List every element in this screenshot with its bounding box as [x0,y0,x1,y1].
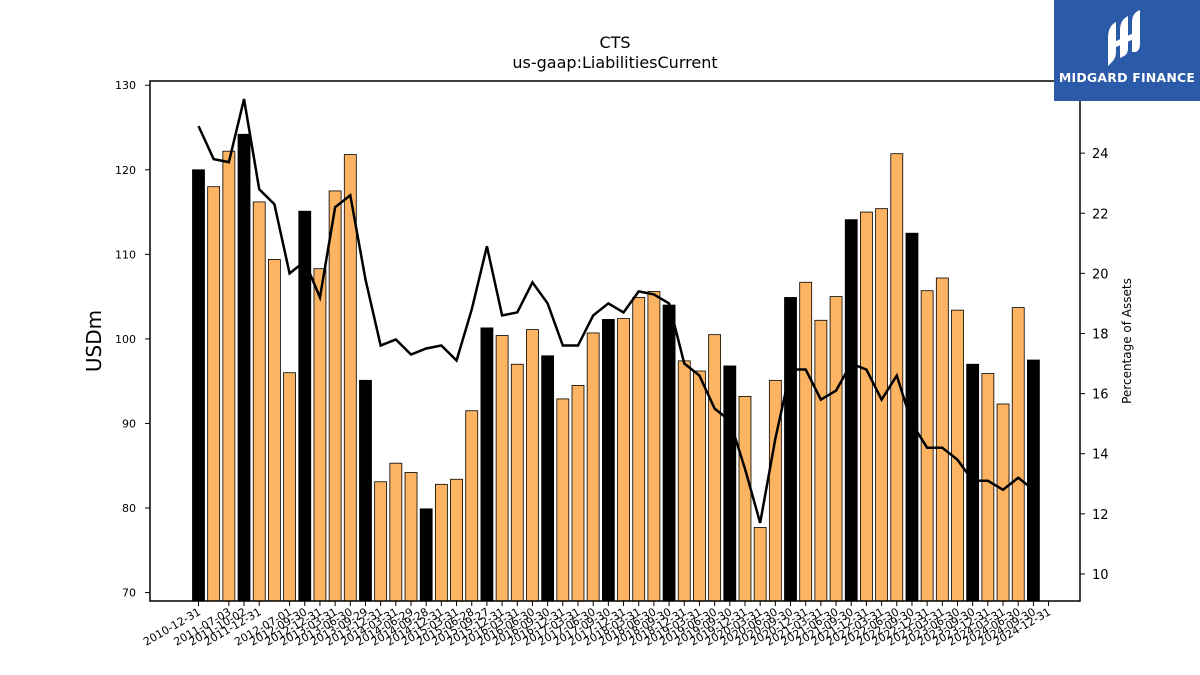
bar-2012-07-01 [283,372,296,602]
chart-title: CTS [599,33,630,52]
y-tick-label: 120 [115,164,136,177]
bar-2014-12-31 [434,483,448,602]
bar-2011-12-31 [252,201,266,602]
bar-2016-09-30 [541,355,555,602]
bar-2019-06-30 [708,334,722,602]
bar-2024-03-31 [996,403,1010,602]
bar-2015-12-31 [495,335,509,602]
bar-2014-06-29 [404,472,418,602]
y-tick-label: 130 [115,79,136,92]
bar-2017-12-31 [617,318,630,602]
bar-2019-03-31 [693,370,706,602]
bar-2017-09-30 [601,319,615,602]
bar-2018-12-31 [677,360,691,602]
bar-2017-03-31 [571,384,585,602]
bar-2011-07-03 [222,150,236,602]
bar-2018-03-31 [632,297,646,602]
bar-2015-09-27 [480,327,494,602]
bar-2015-03-31 [450,478,463,602]
percentage-line [197,98,1035,524]
y2-tick-label: 22 [1092,207,1109,222]
bar-2014-09-28 [419,508,433,602]
chart-subtitle: us-gaap:LiabilitiesCurrent [512,53,717,72]
bar-2013-03-31 [328,190,342,602]
bar-2024-06-30 [1011,307,1025,602]
bar-2020-12-31 [799,281,813,602]
bar-2017-06-30 [586,332,600,602]
bar-2022-09-30 [905,232,919,602]
bar-2024-09-30 [1027,359,1040,602]
y-tick-label: 90 [122,417,136,430]
bar-2023-03-31 [935,277,949,602]
bar-2023-12-31 [981,373,995,602]
y2-tick-label: 20 [1092,267,1109,282]
y2-tick-label: 12 [1092,508,1109,523]
y2-tick-label: 24 [1092,147,1109,162]
bar-2020-06-30 [768,379,782,602]
y2-tick-label: 10 [1092,568,1109,583]
bar-2012-03-31 [267,259,281,602]
x-axis: 2010-12-312011-07-032011-10-022011-12-31… [141,601,1053,649]
bar-2018-09-30 [662,304,676,602]
y2-tick-label: 14 [1092,448,1109,463]
y-tick-label: 100 [115,333,136,346]
bar-2021-12-31 [860,211,873,602]
plot-frame [149,80,1081,602]
bar-2020-03-31 [753,527,767,602]
bar-2011-10-02 [237,133,251,602]
y-tick-label: 80 [122,502,136,515]
bar-2018-06-30 [647,291,661,602]
y-axis-right: 101214161820222426 [1080,87,1109,583]
bar-2020-09-30 [784,297,797,602]
y2-tick-label: 16 [1092,388,1109,403]
bar-2012-12-31 [313,268,327,602]
bar-2019-09-30 [723,365,737,602]
bar-2021-06-30 [829,296,843,602]
y2-axis-label: Percentage of Assets [1120,278,1134,404]
bar-2014-03-31 [389,462,403,602]
bar-2015-06-28 [465,410,479,602]
bar-2023-09-30 [966,363,980,602]
y-tick-label: 110 [115,248,136,261]
logo-text: MIDGARD FINANCE [1058,70,1196,85]
bar-2019-12-31 [738,395,752,602]
bar-2016-06-30 [526,329,539,602]
bar-2013-12-31 [374,481,388,602]
bar-2016-12-31 [556,398,570,602]
bar-2013-09-29 [359,379,372,602]
bar-series [192,133,1040,602]
bar-2022-03-31 [875,208,888,602]
y-tick-label: 70 [122,587,136,600]
bar-2011-03-31 [207,186,221,602]
bar-2016-03-31 [510,363,524,602]
bar-2021-09-30 [844,219,858,602]
midgard-logo-icon [1108,10,1140,66]
bar-2010-12-31 [192,169,205,602]
logo: MIDGARD FINANCE [1054,0,1200,101]
bar-2021-03-31 [814,319,828,602]
y-axis-label: USDm [82,310,106,372]
y2-tick-label: 18 [1092,327,1109,342]
y-axis-left: 70 80 90 100 110 120 130 [115,79,150,600]
